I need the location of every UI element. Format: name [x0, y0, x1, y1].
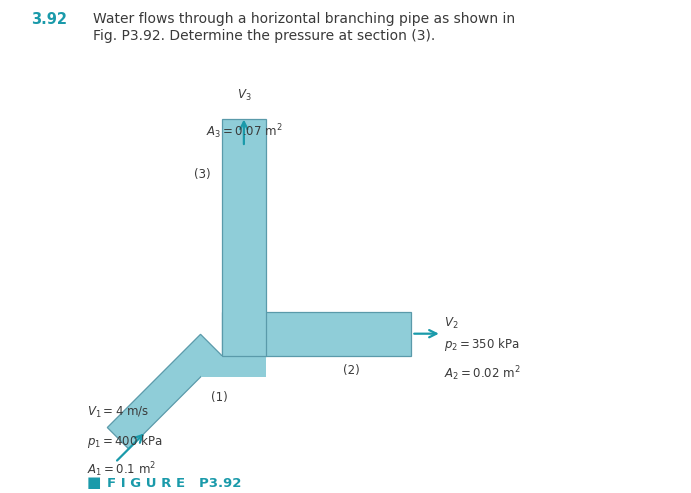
Bar	[222, 119, 266, 355]
Text: (1): (1)	[211, 391, 227, 404]
Text: (3): (3)	[194, 168, 211, 181]
Text: (2): (2)	[343, 364, 359, 377]
Bar	[222, 312, 411, 355]
Text: $A_2 = 0.02\ \mathrm{m}^2$: $A_2 = 0.02\ \mathrm{m}^2$	[444, 364, 521, 383]
Text: $p_2 = 350\ \mathrm{kPa}$: $p_2 = 350\ \mathrm{kPa}$	[444, 336, 520, 353]
Text: $V_1 = 4\ \mathrm{m/s}$: $V_1 = 4\ \mathrm{m/s}$	[87, 405, 149, 420]
Text: $p_1 = 400\ \mathrm{kPa}$: $p_1 = 400\ \mathrm{kPa}$	[87, 432, 163, 450]
Polygon shape	[107, 334, 222, 449]
Text: ■: ■	[86, 475, 101, 490]
Text: Water flows through a horizontal branching pipe as shown in
Fig. P3.92. Determin: Water flows through a horizontal branchi…	[93, 12, 515, 42]
Text: $A_3 = 0.07\ \mathrm{m}^2$: $A_3 = 0.07\ \mathrm{m}^2$	[205, 122, 282, 141]
Text: 3.92: 3.92	[31, 12, 67, 27]
Text: F I G U R E   P3.92: F I G U R E P3.92	[106, 477, 241, 490]
Bar	[200, 355, 266, 377]
Text: $V_3$: $V_3$	[236, 88, 251, 103]
Text: $V_2$: $V_2$	[444, 316, 459, 331]
Text: $A_1 = 0.1\ \mathrm{m}^2$: $A_1 = 0.1\ \mathrm{m}^2$	[87, 460, 156, 479]
